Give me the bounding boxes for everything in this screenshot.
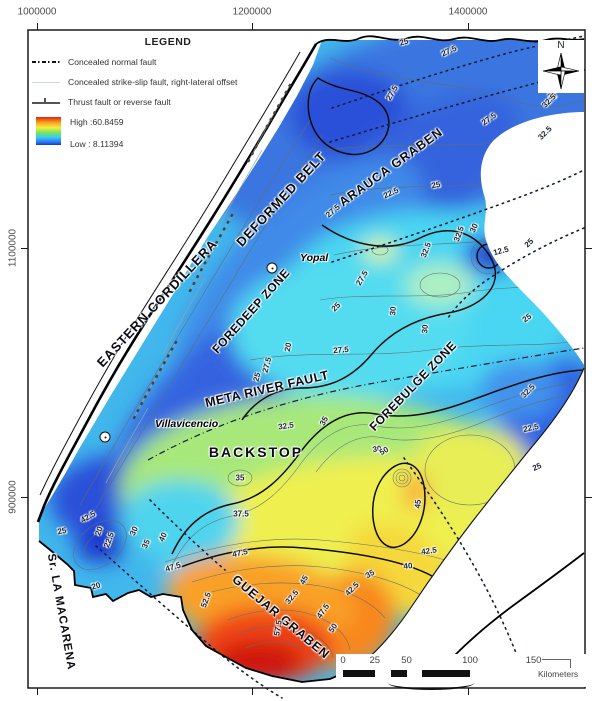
legend-item: Concealed normal fault <box>32 57 304 67</box>
scale-bar-segment <box>390 670 407 677</box>
scale-bar-segment <box>422 670 470 677</box>
legend-color-ramp-row: High :60.8459 Low : 8.11394 <box>32 117 304 149</box>
scale-bar-segment <box>406 670 423 677</box>
legend-item-label: Concealed strike-slip fault, right-later… <box>68 77 238 87</box>
legend-item: Thrust fault or reverse fault <box>32 97 304 107</box>
scale-bar: Kilometers 0 25 50 100 150 <box>336 654 588 690</box>
legend-items: Concealed normal fault Concealed strike-s… <box>32 57 304 107</box>
no-data-region <box>480 112 584 365</box>
legend-low-value: Low : 8.11394 <box>70 139 124 149</box>
scale-bar-segment <box>470 670 534 677</box>
scale-bar-segment <box>374 670 391 677</box>
fault-lines <box>36 35 585 699</box>
color-ramp <box>36 117 61 145</box>
thrust-line-icon <box>32 97 60 107</box>
scale-bar-segment <box>343 670 375 677</box>
compass-north-label: N <box>557 40 565 51</box>
scale-bar-tick-label: 150 <box>525 655 542 666</box>
scale-bar-tick-label: 50 <box>401 655 412 666</box>
legend-high-value: High :60.8459 <box>70 117 124 127</box>
river-line <box>388 676 474 690</box>
legend-title: LEGEND <box>144 36 192 48</box>
legend: LEGEND Concealed normal fault Concealed s… <box>32 36 304 149</box>
scale-bar-tick-label: 100 <box>462 655 478 666</box>
contour-lines <box>73 57 584 659</box>
dash-dot-line-icon <box>32 57 60 67</box>
legend-item-label: Concealed normal fault <box>68 57 157 67</box>
legend-item: Concealed strike-slip fault, right-later… <box>32 77 304 87</box>
scale-bar-tick-label: 25 <box>369 655 381 666</box>
scale-bar-unit: Kilometers <box>538 669 579 679</box>
compass-rose: N <box>538 40 584 93</box>
thin-line-icon <box>32 77 60 87</box>
compass-star-icon <box>542 52 580 90</box>
scale-bar-bracket <box>542 659 571 668</box>
scale-bar-tick-label: 0 <box>340 655 346 666</box>
legend-item-label: Thrust fault or reverse fault <box>68 97 171 107</box>
